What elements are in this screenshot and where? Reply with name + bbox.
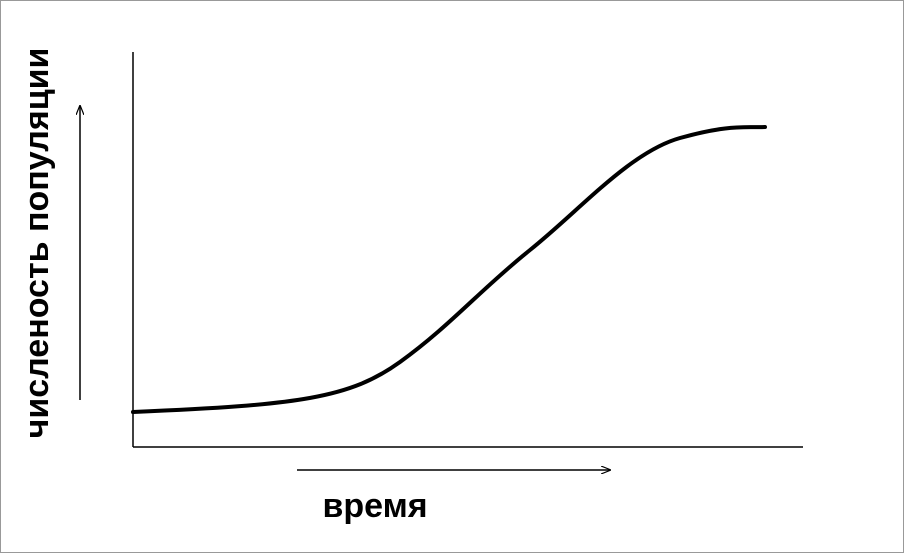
x-axis-label: время: [322, 487, 427, 525]
growth-curve: [131, 125, 767, 414]
y-axis-label: численость популяции: [18, 48, 56, 439]
